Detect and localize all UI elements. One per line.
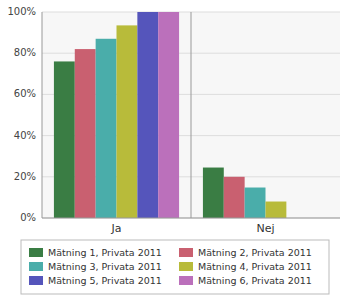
grid [42,12,340,218]
legend-label: Mätning 5, Privata 2011 [48,275,162,286]
y-tick-label: 60% [14,88,36,99]
bar: Mätning 6, Privata 2011 [158,12,179,218]
legend-swatch [29,262,43,271]
legend-swatch [29,248,43,257]
y-tick-label: 40% [14,130,36,141]
legend-label: Mätning 6, Privata 2011 [198,275,312,286]
bar: Mätning 3, Privata 2011 [96,39,117,218]
legend-box [21,240,329,294]
bar: Mätning 4, Privata 2011 [117,25,138,218]
x-axis-line [42,218,340,219]
chart-container: 0% 20% 40% 60% 80% 100% Mätning 1, Privata 201… [0,0,350,300]
bar: Mätning 5, Privata 2011 [137,12,158,218]
bar: Mätning 1, Privata 2011 [203,168,224,218]
grid-line [42,218,340,219]
legend-swatch [179,262,193,271]
legend-label: Mätning 3, Privata 2011 [48,261,162,272]
legend-label: Mätning 2, Privata 2011 [198,247,312,258]
legend-swatch [29,276,43,285]
plot-background [42,12,340,218]
chart: 0% 20% 40% 60% 80% 100% Mätning 1, Privata 201… [0,0,350,300]
bars: Mätning 1, Privata 2011 Mätning 1, Privat… [54,12,286,218]
legend-label: Mätning 1, Privata 2011 [48,247,162,258]
y-tick-label: 0% [20,212,36,223]
x-tick-label: Ja [111,222,122,235]
plot-area [42,12,340,218]
y-tick-label: 100% [7,6,36,17]
y-tick-label: 80% [14,47,36,58]
legend-swatch [179,276,193,285]
y-axis-line [42,12,43,218]
legend-label: Mätning 4, Privata 2011 [198,261,312,272]
bar: Mätning 2, Privata 2011 [224,177,245,218]
y-tick-label: 20% [14,171,36,182]
legend-swatch [179,248,193,257]
x-tick-label: Nej [256,222,274,235]
bar: Mätning 1, Privata 2011 [54,61,75,218]
bar: Mätning 4, Privata 2011 [266,202,287,218]
bar: Mätning 2, Privata 2011 [75,49,96,218]
group-separator [191,12,192,218]
bar: Mätning 3, Privata 2011 [245,188,266,218]
legend: Mätning 1, Privata 2011 Mätning 2, Privat… [21,240,329,294]
